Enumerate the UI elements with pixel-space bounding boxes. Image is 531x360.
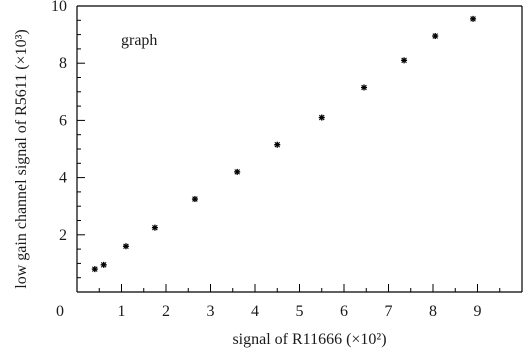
x-tick-label: 4 xyxy=(251,303,259,320)
x-tick-label: 9 xyxy=(474,303,482,320)
chart-annotation: graph xyxy=(121,32,157,49)
y-axis-label: low gain channel signal of R5611 (×10³) xyxy=(13,29,30,288)
x-tick-label: 1 xyxy=(118,303,126,320)
data-point xyxy=(432,33,439,40)
y-tick-label: 2 xyxy=(59,227,67,244)
data-point xyxy=(122,243,129,250)
data-point xyxy=(91,266,98,273)
y-tick-label: 8 xyxy=(59,55,67,72)
data-point xyxy=(151,224,158,231)
tick-labels: 0 1 2 3 4 5 6 7 8 9 2 4 6 8 10 xyxy=(51,0,482,320)
data-point xyxy=(191,196,198,203)
y-tick-label: 10 xyxy=(51,0,67,15)
x-tick-label: 8 xyxy=(429,303,437,320)
x-tick-label: 7 xyxy=(385,303,393,320)
data-point xyxy=(234,168,241,175)
data-point xyxy=(318,114,325,121)
data-point xyxy=(100,261,107,268)
x-tick-label: 0 xyxy=(56,303,64,320)
x-tick-label: 2 xyxy=(162,303,170,320)
data-point xyxy=(274,141,281,148)
data-points xyxy=(91,15,477,273)
x-tick-label: 5 xyxy=(296,303,304,320)
x-tick-label: 3 xyxy=(207,303,215,320)
data-point xyxy=(361,84,368,91)
data-point xyxy=(470,15,477,22)
x-axis-label: signal of R11666 (×10²) xyxy=(232,331,386,348)
data-point xyxy=(401,57,408,64)
y-tick-label: 6 xyxy=(59,112,67,129)
tick-marks xyxy=(76,5,523,293)
x-tick-label: 6 xyxy=(340,303,348,320)
y-tick-label: 4 xyxy=(59,170,67,187)
